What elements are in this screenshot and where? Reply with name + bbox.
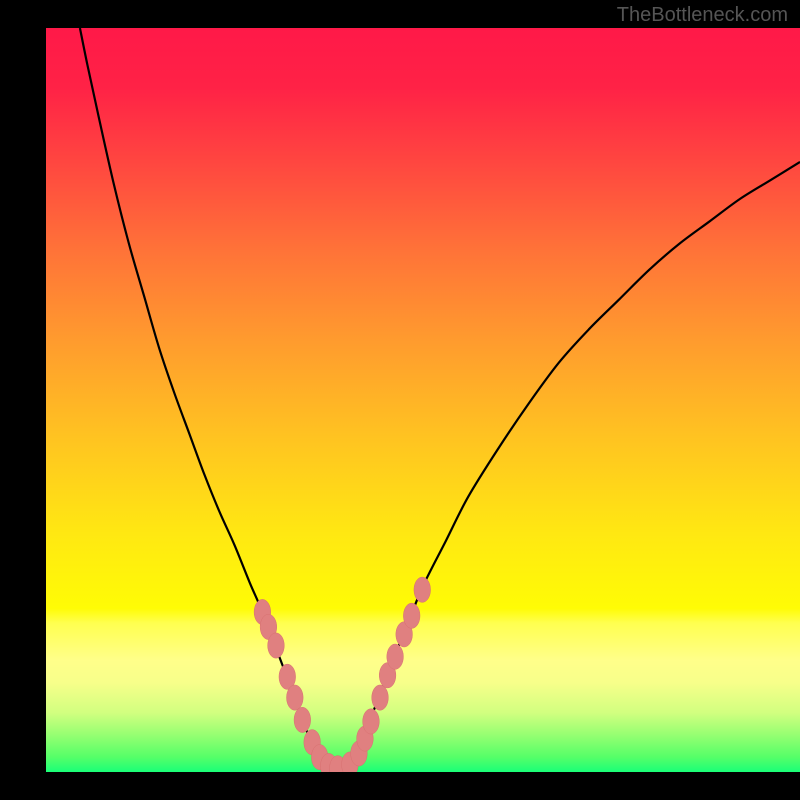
data-marker xyxy=(372,685,389,710)
data-marker xyxy=(414,577,431,602)
curve-left xyxy=(80,28,325,765)
markers-left-group xyxy=(254,599,346,772)
data-marker xyxy=(363,709,380,734)
data-marker xyxy=(268,633,285,658)
curve-right xyxy=(348,162,800,765)
curve-layer xyxy=(46,28,800,772)
data-marker xyxy=(294,707,311,732)
data-marker xyxy=(387,644,404,669)
watermark-text: TheBottleneck.com xyxy=(617,4,788,27)
markers-right-group xyxy=(342,577,431,772)
data-marker xyxy=(287,685,304,710)
plot-area xyxy=(46,28,800,772)
data-marker xyxy=(403,603,420,628)
